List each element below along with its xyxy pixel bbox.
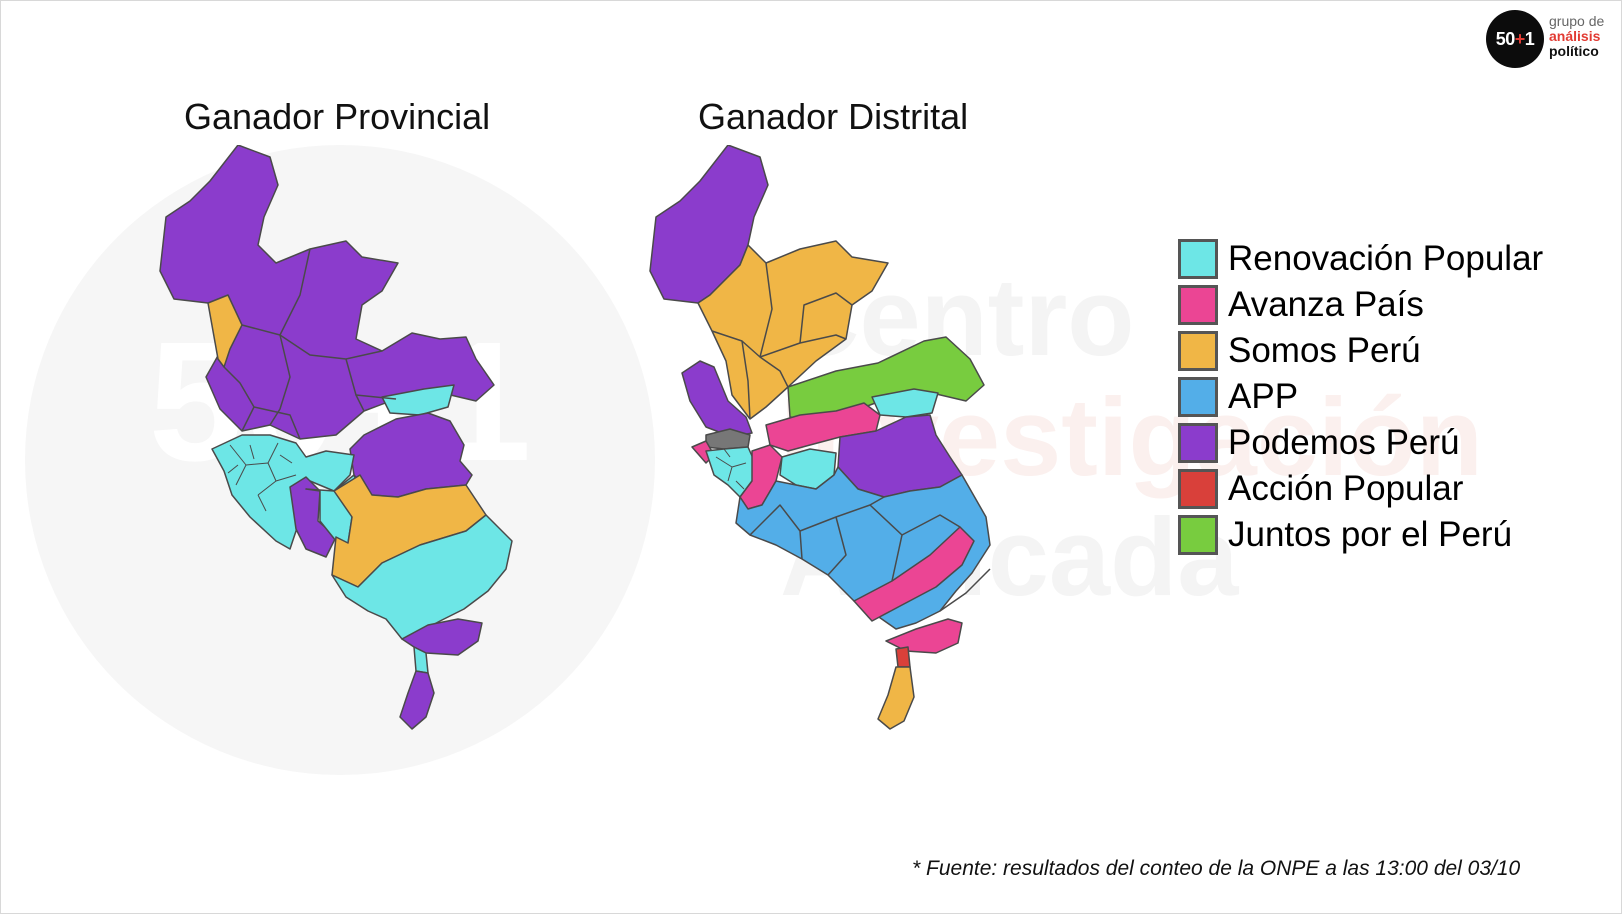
map-provincial: [159, 145, 513, 730]
district-tip-accion[interactable]: [895, 646, 911, 668]
legend-label: APP: [1228, 377, 1299, 416]
logo-badge-tail: 1: [1524, 28, 1535, 49]
district-band-avanza-b[interactable]: [853, 526, 975, 622]
region-lima-urban-renovacion[interactable]: [211, 434, 355, 550]
legend-swatch: [1178, 285, 1218, 325]
logo-badge-main: 50: [1495, 28, 1516, 49]
legend-swatch: [1178, 423, 1218, 463]
legend-label: Acción Popular: [1228, 469, 1464, 508]
legend-item-somos-peru: Somos Perú: [1178, 328, 1543, 374]
logo-line1: grupo de: [1549, 13, 1605, 29]
region-north-somos[interactable]: [207, 294, 243, 368]
legend-swatch: [1178, 515, 1218, 555]
legend-label: Juntos por el Perú: [1228, 515, 1513, 554]
legend-label: Renovación Popular: [1228, 239, 1544, 278]
legend-label: Podemos Perú: [1228, 423, 1460, 462]
legend: Renovación Popular Avanza País Somos Per…: [1178, 236, 1543, 558]
district-borders: [711, 262, 991, 612]
logo-line2: análisis: [1549, 28, 1601, 44]
lima-district-grid: [227, 442, 297, 512]
legend-swatch: [1178, 331, 1218, 371]
legend-item-renovacion-popular: Renovación Popular: [1178, 236, 1543, 282]
title-provincial: Ganador Provincial: [184, 96, 491, 137]
region-coast-renovacion[interactable]: [331, 514, 513, 640]
logo-text: grupo de análisis político: [1549, 14, 1604, 59]
region-east-podemos[interactable]: [349, 412, 473, 498]
brand-logo: 50 +1 grupo de análisis político: [1486, 10, 1616, 70]
legend-item-podemos-peru: Podemos Perú: [1178, 420, 1543, 466]
legend-swatch: [1178, 239, 1218, 279]
district-north-somos[interactable]: [697, 240, 889, 420]
legend-item-accion-popular: Acción Popular: [1178, 466, 1543, 512]
region-tip-podemos[interactable]: [399, 670, 435, 730]
logo-badge-plus: +: [1514, 28, 1526, 49]
map-distrital: [649, 145, 991, 730]
legend-item-juntos-por-el-peru: Juntos por el Perú: [1178, 512, 1543, 558]
source-note: * Fuente: resultados del conteo de la ON…: [912, 857, 1521, 880]
legend-label: Somos Perú: [1228, 331, 1421, 370]
region-east-renovacion[interactable]: [381, 384, 455, 416]
legend-label: Avanza País: [1228, 285, 1424, 324]
district-tip-somos[interactable]: [877, 666, 915, 730]
district-west-podemos[interactable]: [681, 360, 753, 438]
lima-district-grid-right: [715, 448, 747, 490]
legend-swatch: [1178, 377, 1218, 417]
district-band-avanza-c[interactable]: [885, 618, 963, 654]
logo-badge: 50 +1: [1486, 10, 1544, 68]
legend-swatch: [1178, 469, 1218, 509]
legend-item-app: APP: [1178, 374, 1543, 420]
logo-line3: político: [1549, 43, 1599, 59]
title-distrital: Ganador Distrital: [698, 96, 969, 137]
province-borders: [223, 248, 397, 440]
legend-item-avanza-pais: Avanza País: [1178, 282, 1543, 328]
